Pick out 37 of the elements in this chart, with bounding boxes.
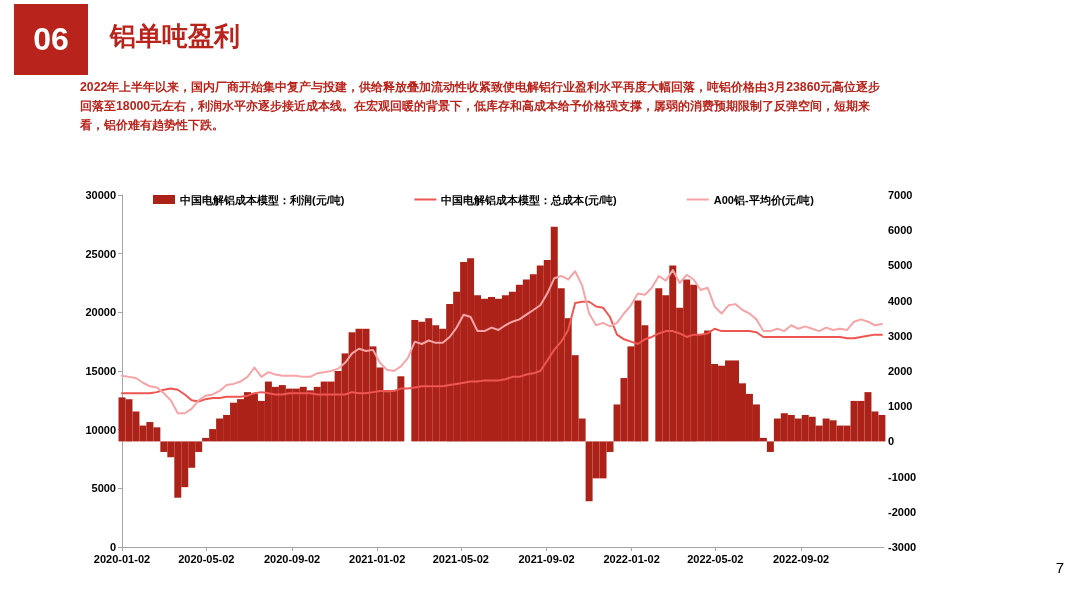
x-tick-label: 2021-01-02 (349, 552, 406, 565)
bar (766, 441, 774, 452)
y2-tick-label: 2000 (888, 365, 913, 377)
legend-label: 中国电解铝成本模型：利润(元/吨) (180, 193, 345, 206)
y2-tick-label: 3000 (888, 329, 913, 342)
y2-tick-label: 5000 (888, 259, 913, 272)
x-tick-label: 2021-09-02 (518, 552, 575, 565)
text: 06 (32, 20, 70, 59)
x-tick-label: 2022-01-02 (603, 552, 660, 565)
x-tick-label: 2021-05-02 (432, 552, 489, 565)
y-tick-label: 5000 (91, 482, 116, 495)
line-series (121, 300, 883, 403)
y2-tick-label: 6000 (888, 224, 913, 237)
x-tick-label: 2022-05-02 (687, 552, 744, 565)
y2-tick-label: -1000 (888, 470, 917, 483)
chart-title: 铝单吨盈利 (110, 20, 240, 53)
y2-tick-label: 0 (888, 435, 895, 448)
y-tick-label: 30000 (85, 189, 116, 201)
y2-tick-label: -3000 (888, 541, 917, 553)
legend-label: 中国电解铝成本模型：总成本(元/吨) (441, 193, 618, 206)
x-tick-label: 2020-01-02 (93, 552, 151, 565)
y2-tick-label: 4000 (888, 294, 913, 307)
chart-subtitle: 2022年上半年以来，国内厂商开始集中复产与投建，供给释放叠加流动性收紧致使电解铝行业盈利水平再度大幅回落，吨铝价格由3月23860元高位逐步回落至18000元左右，利润水平亦逐步接近成本线。在宏观回暖的背景下，低库存和高成本给予价格强支撑，孱弱的消费预期限制了反弹空间，短期来看，铝价难有趋势性下跌。 (80, 79, 882, 134)
text: 7 (1055, 558, 1064, 578)
y-tick-label: 15000 (85, 365, 116, 377)
x-tick-label: 2020-05-02 (178, 552, 235, 565)
y-tick-label: 10000 (85, 423, 116, 436)
y2-tick-label: 7000 (888, 189, 913, 201)
y2-tick-label: 1000 (888, 400, 913, 413)
y-tick-label: 20000 (85, 306, 116, 319)
y-tick-label: 0 (109, 541, 116, 553)
x-tick-label: 2020-09-02 (263, 552, 321, 565)
line-series (121, 269, 883, 415)
y2-tick-label: -2000 (888, 505, 917, 518)
legend-label: A00铝-平均价(元/吨) (713, 193, 815, 206)
y-tick-label: 25000 (85, 247, 116, 260)
x-tick-label: 2022-09-02 (772, 552, 830, 565)
